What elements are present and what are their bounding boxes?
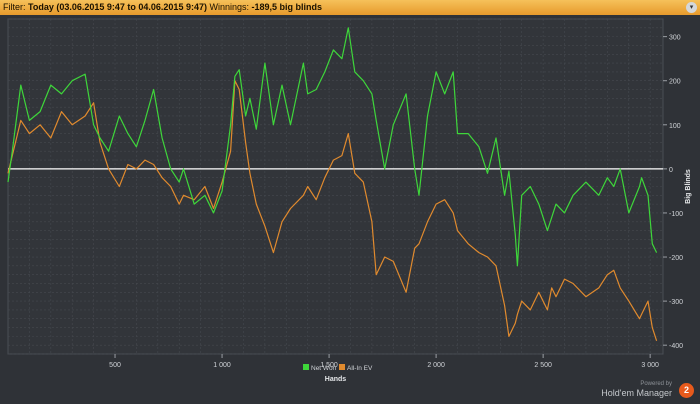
y-axis-title: Big Blinds: [685, 169, 692, 204]
brand-name: Hold'em Manager: [601, 388, 672, 398]
y-tick-label: -100: [669, 211, 683, 218]
hm2-logo: 2: [679, 383, 694, 398]
legend-swatch: [303, 364, 309, 370]
filter-value[interactable]: Today (03.06.2015 9:47 to 04.06.2015 9:4…: [28, 2, 207, 12]
all-in-ev-line: [7, 80, 658, 341]
x-tick-label: 2 000: [427, 362, 445, 369]
y-tick-label: 200: [669, 79, 681, 86]
legend-label[interactable]: Net Won: [311, 365, 337, 372]
net-won-line: [7, 27, 658, 267]
x-tick-label: 1 500: [320, 362, 338, 369]
x-tick-label: 1 000: [213, 362, 231, 369]
filter-bar: Filter: Today (03.06.2015 9:47 to 04.06.…: [0, 0, 700, 15]
y-tick-label: -200: [669, 255, 683, 262]
collapse-icon[interactable]: ▾: [686, 2, 697, 13]
x-tick-label: 3 000: [641, 362, 659, 369]
x-tick-label: 500: [109, 362, 121, 369]
winnings-value: -189,5 big blinds: [251, 2, 323, 12]
y-tick-label: 300: [669, 35, 681, 42]
graph-chart: 300 200 100 0 -100 -200 -300 -400 500 1 000 1 500 2…: [0, 15, 700, 381]
winnings-label: Winnings:: [209, 2, 249, 12]
powered-by-text: Powered by: [640, 381, 672, 387]
x-tick-label: 2 500: [534, 362, 552, 369]
y-tick-label: 100: [669, 123, 681, 130]
y-tick-label: -300: [669, 299, 683, 306]
y-tick-label: 0: [669, 167, 673, 174]
filter-label: Filter:: [3, 2, 26, 12]
x-axis-title: Hands: [325, 376, 347, 381]
legend-label[interactable]: All-In EV: [347, 365, 373, 372]
legend-swatch: [339, 364, 345, 370]
powered-by-footer: Powered by Hold'em Manager 2: [601, 381, 694, 399]
y-tick-label: -400: [669, 343, 683, 350]
